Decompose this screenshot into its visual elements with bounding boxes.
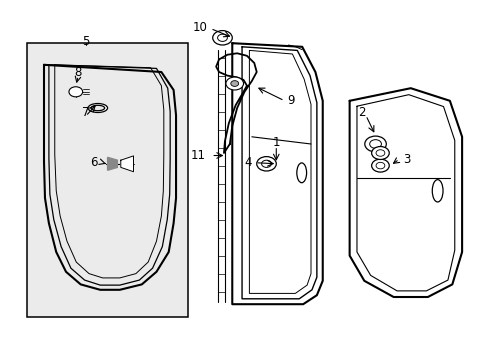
- Text: 10: 10: [193, 21, 207, 33]
- Text: 5: 5: [81, 35, 89, 48]
- Circle shape: [217, 34, 227, 41]
- Circle shape: [69, 87, 82, 97]
- Text: 8: 8: [74, 66, 82, 78]
- Text: 3: 3: [402, 153, 410, 166]
- Text: 1: 1: [272, 136, 280, 149]
- Circle shape: [261, 160, 271, 167]
- Text: 6: 6: [90, 156, 98, 169]
- Circle shape: [230, 81, 238, 86]
- Polygon shape: [232, 43, 322, 304]
- Polygon shape: [44, 65, 176, 290]
- Circle shape: [371, 147, 388, 159]
- Polygon shape: [216, 53, 256, 153]
- Text: 9: 9: [286, 94, 294, 107]
- Text: 2: 2: [357, 106, 365, 119]
- Circle shape: [225, 77, 243, 90]
- Circle shape: [375, 162, 384, 169]
- Circle shape: [256, 157, 276, 171]
- Polygon shape: [121, 156, 133, 172]
- Circle shape: [371, 159, 388, 172]
- Bar: [27, 43, 188, 317]
- Text: 7: 7: [81, 106, 89, 119]
- Ellipse shape: [91, 105, 104, 111]
- Circle shape: [364, 136, 386, 152]
- Circle shape: [369, 140, 381, 148]
- Polygon shape: [107, 157, 117, 170]
- Polygon shape: [349, 88, 461, 297]
- Ellipse shape: [296, 163, 306, 183]
- Ellipse shape: [88, 104, 107, 113]
- Ellipse shape: [431, 180, 442, 202]
- Circle shape: [375, 150, 384, 156]
- Text: 4: 4: [244, 156, 252, 169]
- Text: 11: 11: [190, 149, 205, 162]
- Circle shape: [212, 31, 232, 45]
